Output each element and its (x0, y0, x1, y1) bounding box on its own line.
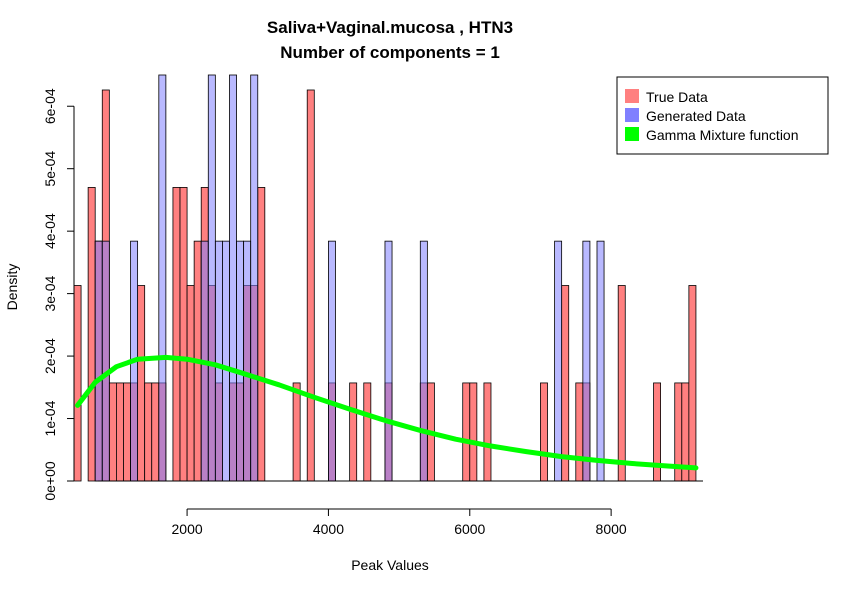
chart-title: Saliva+Vaginal.mucosa , HTN3 (267, 18, 513, 37)
x-tick-label-2: 6000 (454, 521, 485, 537)
true-data-bar-34 (483, 382, 492, 482)
y-tick-label-1: 1e-04 (42, 400, 58, 436)
generated-data-bar-17 (596, 240, 605, 482)
true-data-bar-14 (186, 285, 195, 482)
true-data-bar-4 (108, 382, 117, 482)
x-axis-label: Peak Values (351, 557, 429, 573)
y-tick-label-6: 6e-04 (42, 88, 58, 124)
y-axis-ticks: 0e+00 1e-04 2e-04 3e-04 4e-04 5e-04 6e-04 (42, 88, 74, 501)
generated-data-bar-6 (214, 240, 223, 482)
x-axis-ticks: 2000 4000 6000 8000 (172, 509, 627, 537)
true-data-bar-10 (151, 382, 160, 482)
true-data-bar-37 (575, 382, 584, 482)
generated-data-bar-9 (236, 240, 245, 482)
legend-swatch-generated-data (625, 108, 639, 122)
x-tick-label-3: 8000 (596, 521, 627, 537)
generated-data-bar-0 (94, 240, 103, 482)
generated-data-bar-3 (158, 74, 167, 482)
true-data-bar-13 (179, 187, 188, 482)
true-data-bar-43 (688, 285, 697, 482)
generated-data-bar-12 (328, 240, 336, 482)
true-data-bar-32 (462, 382, 471, 482)
true-data-bar-39 (617, 285, 626, 482)
y-tick-label-5: 5e-04 (42, 151, 58, 187)
generated-data-bar-1 (101, 240, 110, 482)
true-data-bar-1 (87, 187, 96, 482)
true-data-bar-28 (363, 382, 372, 482)
true-data-bar-9 (144, 382, 153, 482)
x-tick-label-0: 2000 (172, 521, 203, 537)
legend-swatch-true-data (625, 89, 639, 103)
generated-data-bar-11 (250, 74, 259, 482)
x-tick-label-1: 4000 (313, 521, 344, 537)
chart-subtitle: Number of components = 1 (280, 43, 500, 62)
true-data-bar-6 (123, 382, 131, 482)
true-data-bar-35 (540, 382, 548, 482)
generated-data-bar-13 (384, 240, 393, 482)
true-data-bar-33 (469, 382, 478, 482)
true-data-bar-27 (349, 382, 358, 482)
generated-data-bar-8 (229, 74, 237, 482)
true-data-bar-0 (73, 285, 82, 482)
legend-label-generated-data: Generated Data (646, 108, 746, 124)
generated-data-bar-5 (207, 74, 216, 482)
generated-data-bar-7 (222, 240, 230, 482)
generated-data-bar-16 (582, 240, 591, 482)
true-data-bar-8 (137, 285, 146, 482)
true-data-bar-24 (292, 382, 301, 482)
legend: True Data Generated Data Gamma Mixture f… (616, 76, 829, 155)
y-tick-label-3: 3e-04 (42, 276, 58, 312)
generated-data-bar-15 (554, 240, 563, 482)
true-data-bar-25 (306, 89, 315, 482)
generated-data-bar-14 (419, 240, 428, 482)
y-tick-label-2: 2e-04 (42, 338, 58, 374)
true-data-bar-23 (257, 187, 266, 482)
y-axis-label: Density (4, 264, 20, 311)
legend-box (616, 76, 829, 155)
generated-data-bar-10 (243, 240, 252, 482)
legend-label-gamma-mixture: Gamma Mixture function (646, 127, 799, 143)
true-data-bar-5 (116, 382, 124, 482)
gamma-mixture-curve (75, 354, 699, 471)
true-data-bar-12 (172, 187, 181, 482)
true-data-bar-36 (561, 285, 570, 482)
legend-label-true-data: True Data (646, 89, 708, 105)
y-tick-label-4: 4e-04 (42, 213, 58, 249)
y-tick-label-0: 0e+00 (42, 461, 58, 501)
legend-swatch-gamma-mixture (625, 127, 639, 141)
